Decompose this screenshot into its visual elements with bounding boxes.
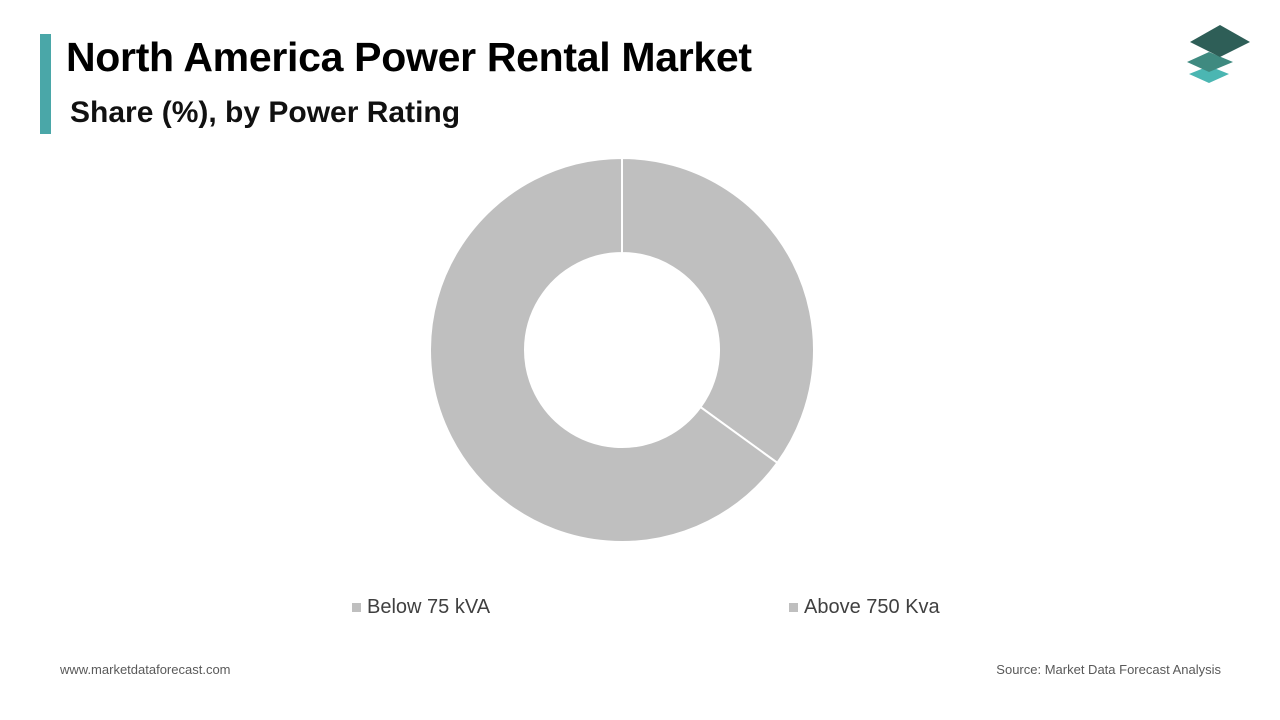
donut-slice-below-75-kva [621, 156, 815, 465]
logo-layer-bottom [1189, 66, 1229, 83]
legend-swatch [352, 603, 361, 612]
page-title: North America Power Rental Market [66, 34, 752, 80]
footer-website: www.marketdataforecast.com [60, 662, 231, 677]
legend-item-above-750-kva: Above 750 Kva [789, 596, 940, 619]
logo-layer-middle [1187, 52, 1233, 72]
footer-source: Source: Market Data Forecast Analysis [996, 662, 1221, 677]
legend-label: Below 75 kVA [367, 596, 491, 618]
page-subtitle: Share (%), by Power Rating [70, 96, 461, 129]
legend-swatch [789, 603, 798, 612]
legend-label: Above 750 Kva [804, 596, 940, 618]
logo-layer-top [1190, 25, 1250, 57]
legend-item-below-75-kva: Below 75 kVA [352, 596, 490, 619]
donut-slice-above-750-kva [429, 156, 779, 543]
title-accent-bar [40, 34, 51, 134]
stacked-layers-icon [1187, 25, 1250, 83]
